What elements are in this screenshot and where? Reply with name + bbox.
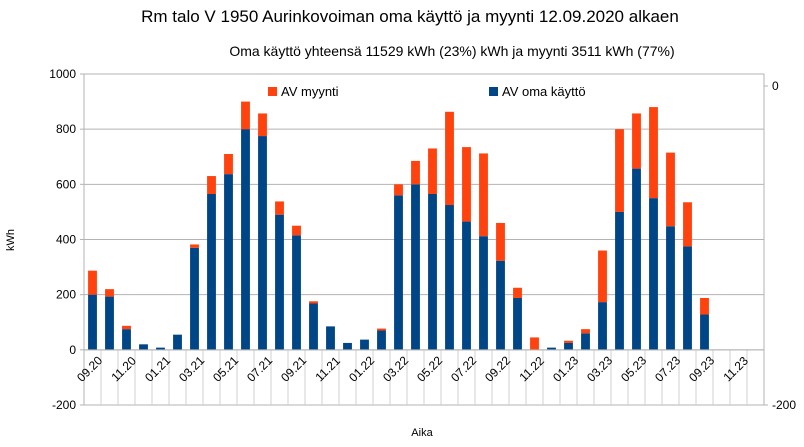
legend-swatch-myynti xyxy=(268,87,277,96)
bar-oma-kaytto-12.20 xyxy=(139,344,148,350)
bar-oma-kaytto-11.20 xyxy=(122,329,131,350)
bar-myynti-10.20 xyxy=(105,289,114,297)
bar-myynti-07.23 xyxy=(666,152,675,227)
y-tick-label-3: 400 xyxy=(56,233,76,247)
bar-oma-kaytto-01.22 xyxy=(360,339,369,350)
bar-oma-kaytto-06.23 xyxy=(649,198,658,350)
bar-oma-kaytto-04.22 xyxy=(411,184,420,350)
chart-title: Rm talo V 1950 Aurinkovoiman oma käyttö … xyxy=(141,7,679,26)
bar-oma-kaytto-08.22 xyxy=(479,236,488,350)
bar-oma-kaytto-07.22 xyxy=(462,221,471,350)
bar-myynti-06.23 xyxy=(649,107,658,199)
bar-oma-kaytto-08.23 xyxy=(683,246,692,350)
bar-myynti-07.22 xyxy=(462,147,471,222)
bar-oma-kaytto-09.20 xyxy=(88,294,97,350)
bar-myynti-04.22 xyxy=(411,160,420,185)
bar-myynti-08.23 xyxy=(683,202,692,247)
y-tick-label-6: 1000 xyxy=(49,67,76,81)
y-tick-label-4: 600 xyxy=(56,177,76,191)
y-tick-labels: -200 0 200 400 600 800 1000 xyxy=(49,67,76,412)
bar-oma-kaytto-09.23 xyxy=(700,314,709,350)
bar-myynti-05.23 xyxy=(632,113,641,169)
bar-oma-kaytto-06.22 xyxy=(445,205,454,350)
bar-oma-kaytto-09.22 xyxy=(496,260,505,350)
bar-myynti-11.20 xyxy=(122,325,131,330)
axes xyxy=(80,73,768,406)
chart-subtitle: Oma käyttö yhteensä 11529 kWh (23%) kWh … xyxy=(229,43,674,59)
bars xyxy=(88,101,709,350)
legend: AV myynti AV oma käyttö xyxy=(268,84,586,99)
bar-myynti-08.21 xyxy=(275,201,284,215)
bar-myynti-05.22 xyxy=(428,148,437,194)
bar-myynti-08.22 xyxy=(479,153,488,237)
bar-oma-kaytto-03.23 xyxy=(598,302,607,350)
y-tick-label-5: 800 xyxy=(56,122,76,136)
bar-oma-kaytto-10.21 xyxy=(309,303,318,350)
bar-myynti-03.23 xyxy=(598,250,607,303)
bar-oma-kaytto-12.21 xyxy=(343,342,352,350)
bar-myynti-03.21 xyxy=(190,244,199,248)
bar-oma-kaytto-09.21 xyxy=(292,235,301,350)
legend-label-myynti: AV myynti xyxy=(281,84,339,99)
bar-myynti-10.21 xyxy=(309,301,318,304)
legend-label-oma-kaytto: AV oma käyttö xyxy=(502,84,586,99)
bar-myynti-03.22 xyxy=(394,184,403,196)
gridlines xyxy=(84,73,764,406)
bar-oma-kaytto-04.23 xyxy=(615,211,624,350)
bar-myynti-02.23 xyxy=(581,329,590,334)
bar-oma-kaytto-02.22 xyxy=(377,330,386,350)
bar-myynti-09.21 xyxy=(292,225,301,236)
bar-oma-kaytto-04.21 xyxy=(207,193,216,350)
bar-oma-kaytto-02.23 xyxy=(581,333,590,350)
bar-myynti-09.20 xyxy=(88,270,97,295)
bar-oma-kaytto-10.22 xyxy=(513,297,522,350)
bar-myynti-05.21 xyxy=(224,153,233,175)
y2-tick-labels: 0 -200 xyxy=(772,79,796,412)
bar-oma-kaytto-11.21 xyxy=(326,326,335,350)
legend-swatch-oma-kaytto xyxy=(489,87,498,96)
bar-oma-kaytto-03.21 xyxy=(190,247,199,350)
bar-oma-kaytto-08.21 xyxy=(275,214,284,350)
bar-myynti-09.23 xyxy=(700,297,709,315)
bar-myynti-06.21 xyxy=(241,101,250,130)
bar-oma-kaytto-10.20 xyxy=(105,296,114,350)
y-tick-label-0: -200 xyxy=(52,398,76,412)
bar-myynti-07.21 xyxy=(258,113,267,137)
y2-tick-label-0: 0 xyxy=(772,79,779,93)
bar-oma-kaytto-05.23 xyxy=(632,168,641,350)
bar-myynti-04.23 xyxy=(615,129,624,212)
y2-tick-label-1: -200 xyxy=(772,398,796,412)
bar-oma-kaytto-01.21 xyxy=(156,347,165,350)
bar-myynti-10.22 xyxy=(513,287,522,298)
bar-oma-kaytto-03.22 xyxy=(394,195,403,350)
bar-myynti-11.22 xyxy=(530,337,539,350)
x-tick-labels: 09.20 11.20 01.21 03.21 05.21 07.21 09.21 11.21… xyxy=(74,353,751,384)
bar-myynti-01.23 xyxy=(564,340,573,343)
bar-oma-kaytto-01.23 xyxy=(564,342,573,350)
bar-oma-kaytto-02.21 xyxy=(173,334,182,350)
bar-myynti-04.21 xyxy=(207,176,216,194)
bar-oma-kaytto-07.23 xyxy=(666,226,675,350)
bar-myynti-09.22 xyxy=(496,222,505,261)
bar-oma-kaytto-07.21 xyxy=(258,136,267,350)
bar-myynti-06.22 xyxy=(445,111,454,206)
y-axis-title: kWh xyxy=(5,229,17,251)
bar-oma-kaytto-12.22 xyxy=(547,347,556,350)
y-tick-label-1: 0 xyxy=(69,343,76,357)
bar-oma-kaytto-05.21 xyxy=(224,174,233,350)
bar-myynti-02.22 xyxy=(377,328,386,331)
bar-oma-kaytto-06.21 xyxy=(241,129,250,350)
y-tick-label-2: 200 xyxy=(56,288,76,302)
bar-oma-kaytto-05.22 xyxy=(428,193,437,350)
x-axis-title: Aika xyxy=(411,427,433,439)
